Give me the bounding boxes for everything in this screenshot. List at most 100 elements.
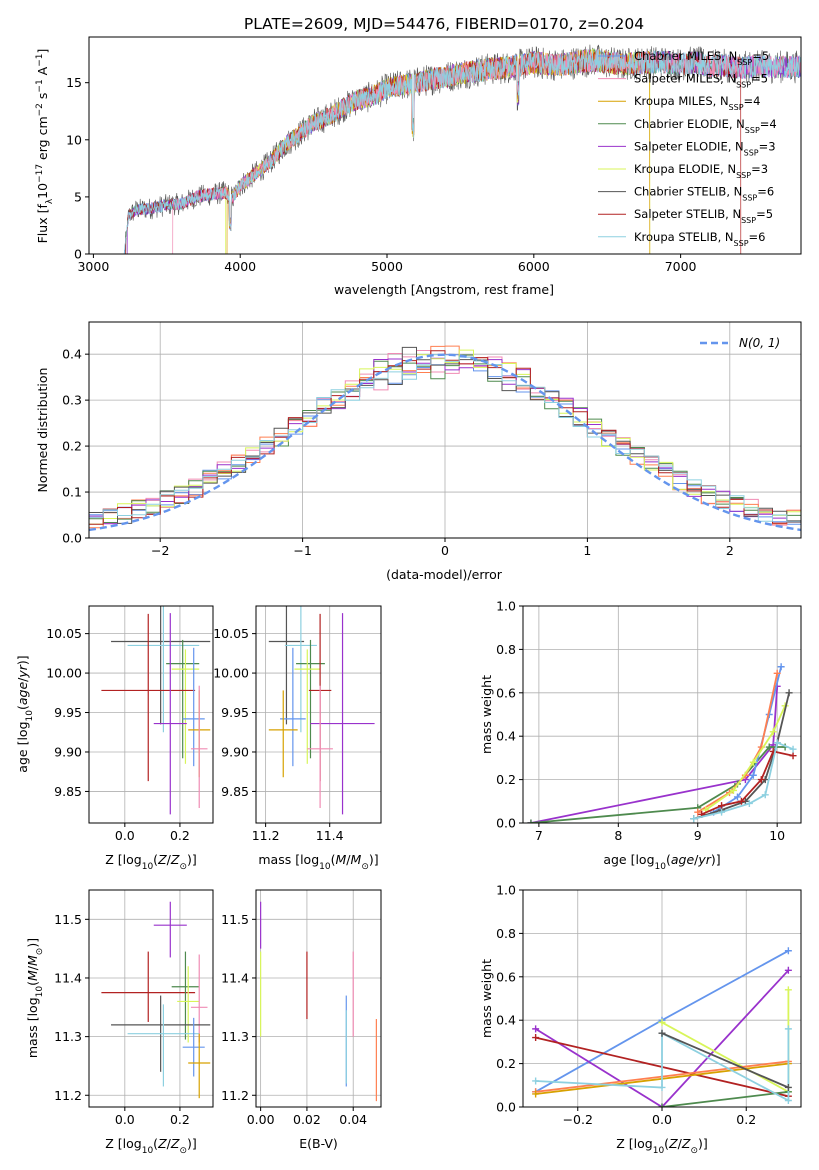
- mass-weight-marker: [658, 1029, 666, 1037]
- legend-entry-name: Kroupa ELODIE, N: [634, 162, 736, 176]
- legend-entry-count: =3: [759, 139, 776, 153]
- legend-entry: Kroupa ELODIE, NSSP=3: [634, 162, 768, 180]
- label-part: Z: [170, 852, 180, 867]
- y-tick-label: 10.00: [213, 666, 249, 681]
- legend-entry-name: Chabrier MILES, N: [634, 49, 737, 63]
- label-part: ⊙: [361, 862, 369, 872]
- label-part: )]: [25, 938, 40, 948]
- y-axis-label: Flux [fλ10−17 erg cm−2 s−1 A−1]: [35, 49, 55, 244]
- x-tick-label: 0.2: [736, 1112, 756, 1127]
- plot-area: [260, 901, 377, 1102]
- mass-weight-marker: [527, 819, 535, 823]
- x-tick-label: 0: [441, 543, 449, 558]
- mass-weight-series-line: [693, 741, 794, 820]
- legend-entry-count: =5: [756, 207, 773, 221]
- plot-area: [532, 947, 792, 1107]
- y-tick-label: 9.85: [221, 784, 249, 799]
- mass-weight-series-line: [661, 1090, 789, 1107]
- mass-weight-marker: [745, 799, 753, 807]
- y-axis-label-part: λ: [45, 198, 55, 204]
- label-part: )]: [369, 852, 379, 867]
- y-tick-label: 0.0: [62, 531, 82, 546]
- label-part: mass [log: [25, 997, 40, 1058]
- mass-weight-series-line: [693, 692, 790, 820]
- y-tick-label: 11.5: [54, 912, 82, 927]
- mass-vs-ebv-panel: 0.00 0.02 0.04 11.2 11.3 11.4 11.5 E(B-V): [221, 889, 382, 1151]
- y-tick-label: 9.85: [54, 784, 82, 799]
- label-part: /: [167, 1136, 172, 1151]
- y-axis-label: Normed distribution: [35, 368, 50, 493]
- x-axis-label: E(B-V): [299, 1136, 338, 1151]
- residual-histogram-series: [89, 354, 801, 523]
- label-part: )]: [711, 852, 721, 867]
- mass-weight-marker: [532, 1090, 540, 1098]
- label-part: 10: [25, 710, 35, 722]
- legend-entry-count: =3: [751, 162, 768, 176]
- mass-weight-marker: [532, 1034, 540, 1042]
- mass-weight-marker: [749, 771, 757, 779]
- legend-entry-sub: SSP: [736, 171, 751, 180]
- label-part: yr: [15, 664, 30, 678]
- plot-area: [101, 901, 211, 1099]
- x-tick-label: 0.04: [339, 1112, 367, 1127]
- mass-weight-marker: [785, 689, 793, 697]
- label-part: Z: [668, 1136, 678, 1151]
- legend-entry-sub: SSP: [742, 193, 757, 202]
- mass-weight-marker: [777, 663, 785, 671]
- x-tick-label: 7: [535, 828, 543, 843]
- mass-weight-marker: [733, 793, 741, 801]
- label-part: )]: [187, 852, 197, 867]
- legend-entry-count: =6: [757, 185, 774, 199]
- legend-entry-name: Chabrier ELODIE, N: [634, 117, 745, 131]
- legend-entry-sub: SSP: [745, 125, 760, 134]
- y-tick-label: 0.2: [496, 772, 516, 787]
- mass-weight-marker: [784, 966, 792, 974]
- legend-entry-name: Kroupa MILES, N: [634, 94, 729, 108]
- legend-entry-name: Kroupa STELIB, N: [634, 230, 734, 244]
- mass-weight-marker: [532, 1025, 540, 1033]
- plot-area: [123, 44, 801, 254]
- y-tick-label: 10.05: [46, 626, 82, 641]
- axes-frame: [88, 605, 214, 824]
- y-tick-label: 11.4: [221, 970, 249, 985]
- legend-entry: Kroupa STELIB, NSSP=6: [634, 230, 765, 248]
- x-tick-label: 0.02: [293, 1112, 321, 1127]
- label-part: ⊙: [35, 948, 45, 956]
- label-part: (: [664, 1136, 669, 1151]
- y-tick-label: 11.3: [54, 1029, 82, 1044]
- legend-entry: Salpeter STELIB, NSSP=5: [634, 207, 773, 225]
- label-part: ⊙: [179, 1146, 187, 1156]
- y-tick-label: 9.95: [54, 705, 82, 720]
- y-axis-label-part: −1: [35, 54, 45, 67]
- x-axis-label: mass [log10(M/M⊙)]: [258, 852, 378, 872]
- y-tick-label: 0.0: [496, 1100, 516, 1115]
- legend-entry-sub: SSP: [729, 103, 744, 112]
- y-tick-label: 10.00: [46, 666, 82, 681]
- age-vs-mass-panel: 11.2 11.4 9.85 9.90 9.95 10.00 10.05 mass [log1…: [213, 605, 382, 872]
- legend-entry-name: Salpeter STELIB, N: [634, 207, 741, 221]
- y-axis-label-part: 10: [35, 183, 50, 199]
- y-tick-label: 10.05: [213, 626, 249, 641]
- label-part: )]: [187, 1136, 197, 1151]
- plot-area: [527, 663, 797, 823]
- label-part: /: [694, 852, 699, 867]
- legend-entry-count: =6: [749, 230, 766, 244]
- label-part: Z: [170, 1136, 180, 1151]
- y-tick-label: 1.0: [496, 883, 516, 898]
- mass-weight-marker: [789, 752, 797, 760]
- label-part: M: [336, 852, 347, 867]
- mass-weight-marker: [773, 739, 781, 747]
- legend-entry-count: =4: [760, 117, 777, 131]
- x-tick-label: 5000: [371, 259, 403, 274]
- axes-frame: [88, 889, 214, 1108]
- legend-entry: Salpeter MILES, NSSP=5: [634, 72, 768, 90]
- y-axis-label-part: −1: [35, 79, 45, 92]
- legend-entry: Chabrier STELIB, NSSP=6: [634, 185, 774, 203]
- x-tick-label: 0.2: [170, 1112, 190, 1127]
- figure-title: PLATE=2609, MJD=54476, FIBERID=0170, z=0…: [244, 15, 644, 33]
- label-part: Z: [157, 1136, 167, 1151]
- residual-histogram-series: [89, 345, 801, 529]
- legend-entry-sub: SSP: [741, 216, 756, 225]
- spectrum-panel: 3000 4000 5000 6000 7000 0 5 10 15 wavelength [An…: [35, 36, 802, 297]
- legend-entry: Salpeter ELODIE, NSSP=3: [634, 139, 776, 157]
